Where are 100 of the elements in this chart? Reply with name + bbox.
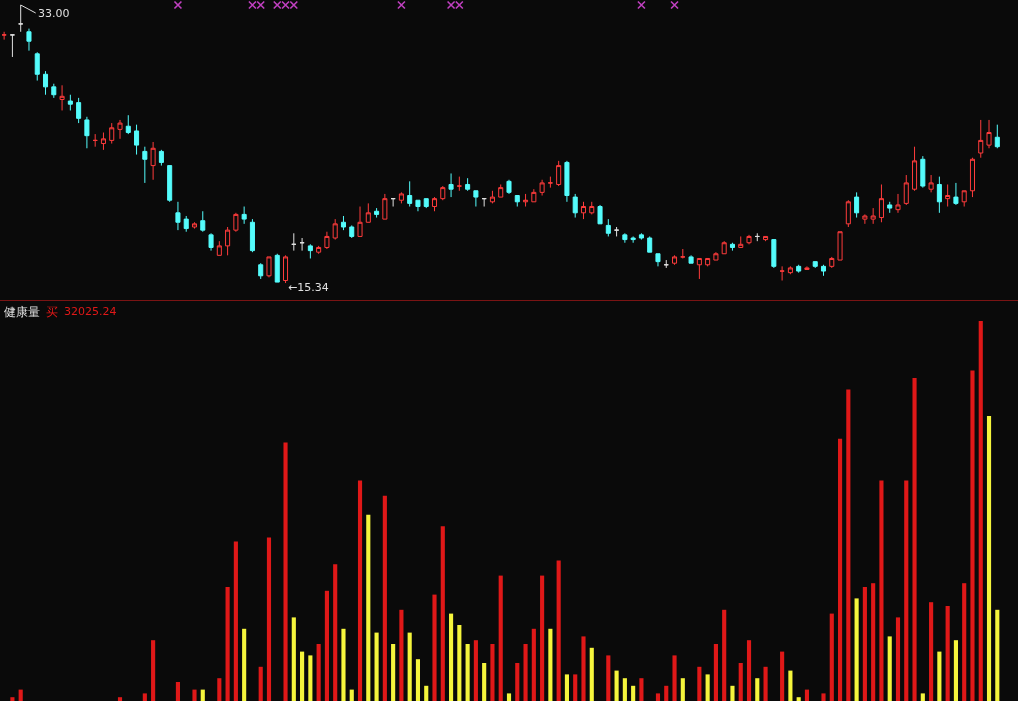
bar: [713, 644, 718, 701]
bar: [680, 678, 685, 701]
bar: [440, 526, 445, 701]
bar: [175, 682, 181, 701]
candlestick: [870, 207, 876, 225]
candlestick: [928, 174, 934, 193]
bar: [498, 575, 503, 701]
candlestick: [316, 245, 322, 255]
bar: [10, 697, 15, 701]
candlestick: [423, 198, 429, 209]
candlestick: [150, 141, 156, 181]
candlestick: [299, 237, 305, 252]
candlestick: [771, 239, 777, 269]
candlestick: [365, 202, 371, 223]
candlestick: [804, 265, 810, 270]
bar: [871, 583, 876, 701]
candlestick: [134, 124, 140, 156]
candlestick: [117, 119, 123, 140]
bar: [904, 480, 909, 701]
candlestick: [374, 207, 380, 219]
candlestick: [787, 265, 793, 275]
annotation: ←15.34: [288, 281, 329, 294]
candlestick: [936, 176, 942, 214]
bar: [887, 636, 892, 701]
candlestick: [34, 51, 40, 82]
bar: [333, 564, 338, 701]
bar: [540, 575, 545, 701]
candlestick: [878, 183, 884, 223]
candlestick: [688, 254, 694, 264]
candlestick: [556, 160, 562, 187]
candlestick: [9, 34, 15, 58]
candlestick: [84, 116, 90, 149]
candlestick: [26, 28, 32, 52]
bar: [631, 685, 636, 701]
candlestick: [622, 232, 628, 244]
candlestick: [829, 256, 835, 269]
candlestick: [233, 212, 239, 233]
bar: [614, 670, 619, 701]
bar: [697, 666, 702, 701]
candlestick: [208, 232, 214, 252]
bar: [895, 617, 901, 701]
bar: [912, 378, 917, 701]
candlestick: [465, 177, 471, 192]
candlestick: [506, 179, 512, 195]
candlestick: [713, 251, 719, 261]
candlestick: [258, 262, 264, 280]
bar: [780, 651, 785, 701]
text: 32025.24: [64, 305, 117, 318]
candlestick: [249, 218, 255, 253]
bar: [837, 438, 843, 701]
candlestick: [76, 97, 82, 124]
candlestick: [738, 235, 744, 248]
candlestick: [489, 190, 495, 204]
candlestick: [763, 235, 769, 242]
bar: [606, 655, 611, 701]
bar: [391, 644, 396, 701]
candlestick: [283, 254, 289, 284]
bar: [531, 628, 536, 701]
bar: [424, 685, 429, 701]
bar: [945, 606, 950, 701]
candlestick: [638, 232, 644, 241]
candlestick: [67, 94, 73, 111]
bar: [755, 678, 760, 701]
bar: [523, 644, 528, 701]
candlestick: [862, 213, 868, 225]
bar: [266, 537, 272, 701]
bar: [316, 644, 321, 701]
candlestick: [324, 231, 330, 250]
candlestick: [845, 199, 851, 228]
bar: [217, 678, 222, 701]
bar: [862, 587, 867, 701]
bar: [962, 583, 967, 701]
bar: [242, 628, 247, 701]
bar: [142, 693, 147, 701]
bar: [705, 674, 710, 701]
candlestick: [531, 188, 537, 203]
candlestick: [357, 206, 363, 237]
candlestick: [796, 264, 802, 274]
bar: [763, 666, 768, 701]
candlestick: [514, 195, 520, 208]
chart-title: 健康量: [4, 305, 40, 319]
candlestick: [1, 31, 7, 41]
candlestick: [680, 248, 686, 259]
bar: [589, 647, 594, 701]
candlestick: [167, 165, 173, 203]
candlestick: [307, 243, 313, 259]
candlestick: [109, 122, 115, 145]
bar: [300, 651, 305, 701]
candlestick: [440, 185, 446, 201]
candlestick: [961, 190, 967, 208]
candlestick: [481, 198, 487, 208]
bar: [556, 560, 561, 701]
candlestick: [382, 193, 388, 220]
bar: [324, 590, 329, 701]
bar: [374, 632, 379, 701]
candlestick: [614, 226, 620, 237]
bar: [664, 685, 669, 701]
bar: [341, 628, 346, 701]
candlestick: [564, 160, 570, 203]
text: 买: [46, 305, 58, 319]
